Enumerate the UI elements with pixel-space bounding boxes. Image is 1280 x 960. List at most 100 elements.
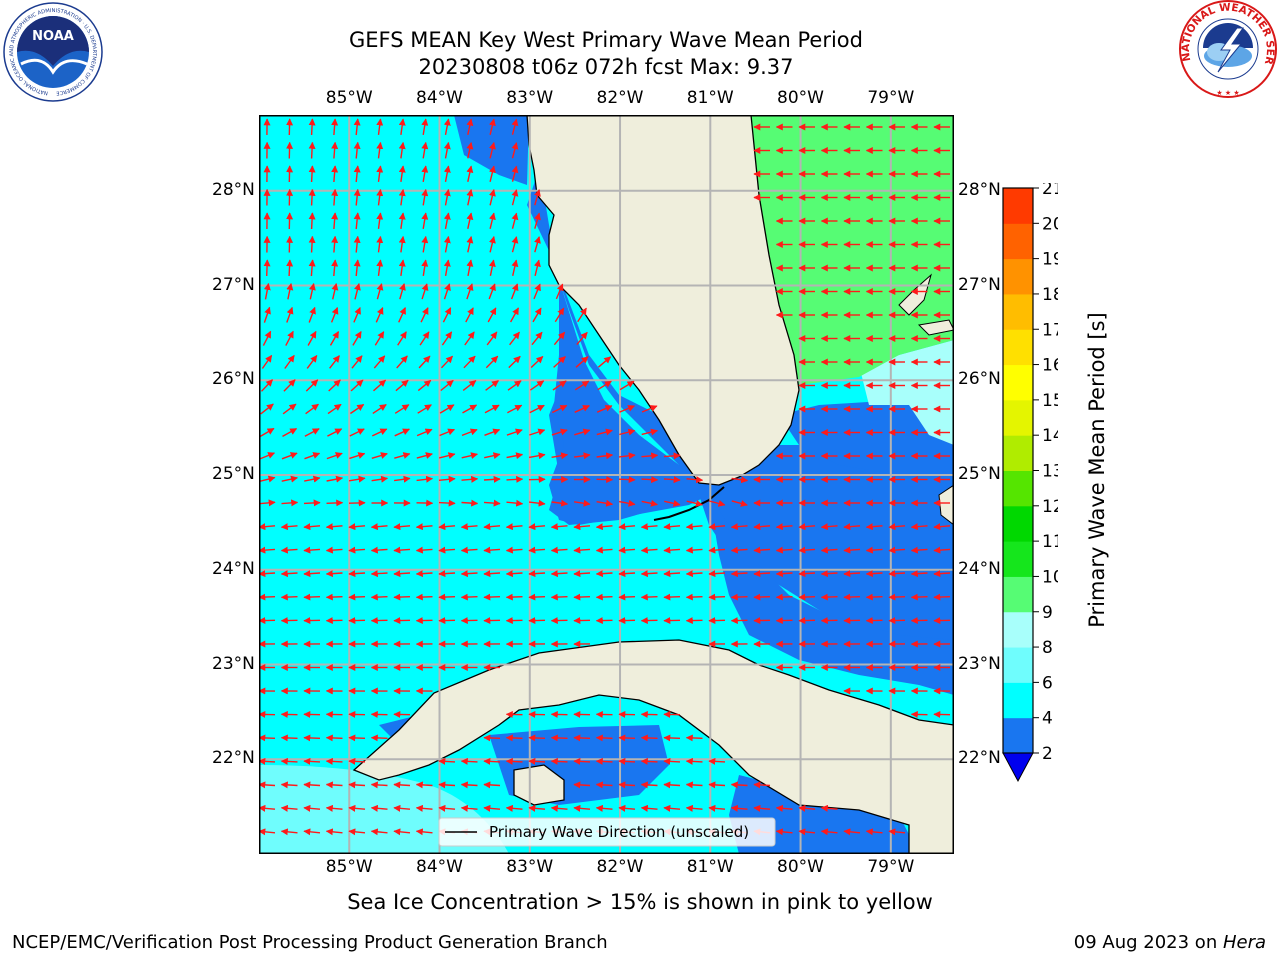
- wave-arrow: [489, 189, 496, 206]
- wave-arrow: [419, 331, 430, 346]
- lat-tick-right: 22°N: [958, 748, 1001, 769]
- wave-arrow: [308, 118, 316, 136]
- wave-arrow: [348, 523, 366, 531]
- colorbar-segment: [1003, 223, 1033, 260]
- lat-tick-left: 22°N: [212, 748, 255, 769]
- colorbar-segment: [1003, 364, 1033, 401]
- wave-direction-arrows: [259, 118, 951, 836]
- wave-arrow: [325, 828, 343, 836]
- wave-arrow: [534, 189, 541, 206]
- wave-arrow: [439, 428, 456, 437]
- colorbar-tick-label: 4: [1042, 709, 1053, 729]
- wave-arrow: [798, 570, 816, 578]
- wave-arrow: [328, 379, 341, 392]
- lon-tick-top: 82°W: [596, 88, 644, 108]
- wave-arrow: [573, 593, 591, 601]
- wave-arrow: [421, 283, 429, 300]
- lat-tick-right: 25°N: [958, 464, 1001, 485]
- wave-arrow: [348, 593, 366, 601]
- wave-arrow: [685, 734, 703, 742]
- wave-arrow: [641, 476, 659, 484]
- wave-arrow: [511, 189, 519, 206]
- wave-arrow: [438, 499, 456, 507]
- wave-arrow: [348, 828, 366, 836]
- wave-arrow: [421, 118, 429, 136]
- lon-tick-top: 80°W: [777, 88, 824, 108]
- wave-arrow: [376, 118, 384, 135]
- wave-arrow: [573, 781, 591, 789]
- wave-arrow: [664, 499, 681, 507]
- wave-arrow: [466, 189, 474, 206]
- wave-arrow: [438, 757, 456, 765]
- wave-arrow: [370, 734, 388, 742]
- wave-arrow: [507, 404, 523, 414]
- wave-arrow: [280, 546, 298, 554]
- wave-arrow: [483, 475, 501, 483]
- wave-arrow: [685, 757, 703, 765]
- wave-arrow: [259, 804, 276, 812]
- wave-arrow: [708, 757, 726, 765]
- wave-arrow: [528, 570, 546, 578]
- wave-arrow: [353, 165, 361, 183]
- wave-arrow: [398, 118, 406, 135]
- wave-arrow: [466, 142, 474, 159]
- wave-arrow: [596, 499, 614, 507]
- wave-arrow: [462, 380, 477, 391]
- wave-arrow: [398, 165, 406, 182]
- wave-arrow: [352, 330, 362, 346]
- lon-tick-top: 85°W: [325, 88, 373, 108]
- wave-arrow: [487, 307, 497, 323]
- wave-arrow: [506, 452, 524, 460]
- wave-arrow: [534, 236, 541, 253]
- wave-arrow: [798, 828, 816, 836]
- wave-arrow: [595, 546, 613, 554]
- wave-arrow: [348, 781, 366, 789]
- wave-arrow: [820, 804, 838, 812]
- wave-arrow: [685, 523, 703, 531]
- wave-arrow: [595, 757, 613, 765]
- wave-arrow: [331, 259, 339, 277]
- wave-arrow: [280, 781, 298, 789]
- colorbar-label: Primary Wave Mean Period [s]: [1085, 312, 1109, 628]
- map-legend: Primary Wave Direction (unscaled): [438, 817, 776, 847]
- wave-arrow: [376, 283, 384, 300]
- isla-juventud-land: [513, 764, 565, 806]
- wave-arrow: [399, 283, 406, 300]
- wave-arrow: [331, 283, 339, 300]
- wave-arrow: [506, 428, 523, 436]
- wave-arrow: [259, 427, 275, 438]
- wave-arrow: [439, 404, 455, 414]
- wave-arrow: [640, 546, 658, 554]
- wave-arrow: [421, 235, 429, 253]
- wave-arrow: [350, 379, 364, 392]
- colorbar-tick-label: 14: [1042, 426, 1058, 446]
- colorbar: 2 4 6 8 9 10 11 12 13 14 15 16 17 18 19 20 21: [1002, 183, 1058, 783]
- wave-arrow: [618, 452, 636, 460]
- wave-arrow: [393, 570, 411, 578]
- wave-arrow: [304, 475, 321, 483]
- wave-arrow: [263, 282, 271, 300]
- wave-arrow: [775, 523, 793, 531]
- wave-arrow: [483, 499, 501, 507]
- wave-arrow: [393, 546, 411, 554]
- wave-arrow: [730, 546, 748, 554]
- wave-arrow: [553, 356, 566, 368]
- wave-arrow: [576, 331, 588, 346]
- wave-arrow: [753, 781, 771, 789]
- wave-arrow: [511, 165, 519, 182]
- wave-arrow: [505, 570, 523, 578]
- wave-arrow: [259, 781, 276, 789]
- colorbar-segment: [1003, 470, 1033, 507]
- wave-arrow: [618, 781, 636, 789]
- wave-arrow: [280, 593, 298, 601]
- wave-arrow: [420, 307, 429, 323]
- wave-arrow: [261, 354, 273, 369]
- wave-arrow: [485, 380, 499, 391]
- wave-arrow: [640, 734, 658, 742]
- wave-arrow: [511, 259, 519, 276]
- wave-arrow: [329, 330, 340, 346]
- wave-arrow: [421, 165, 429, 183]
- wave-arrow: [640, 570, 658, 578]
- wave-arrow: [460, 546, 478, 554]
- wave-arrow: [348, 570, 366, 578]
